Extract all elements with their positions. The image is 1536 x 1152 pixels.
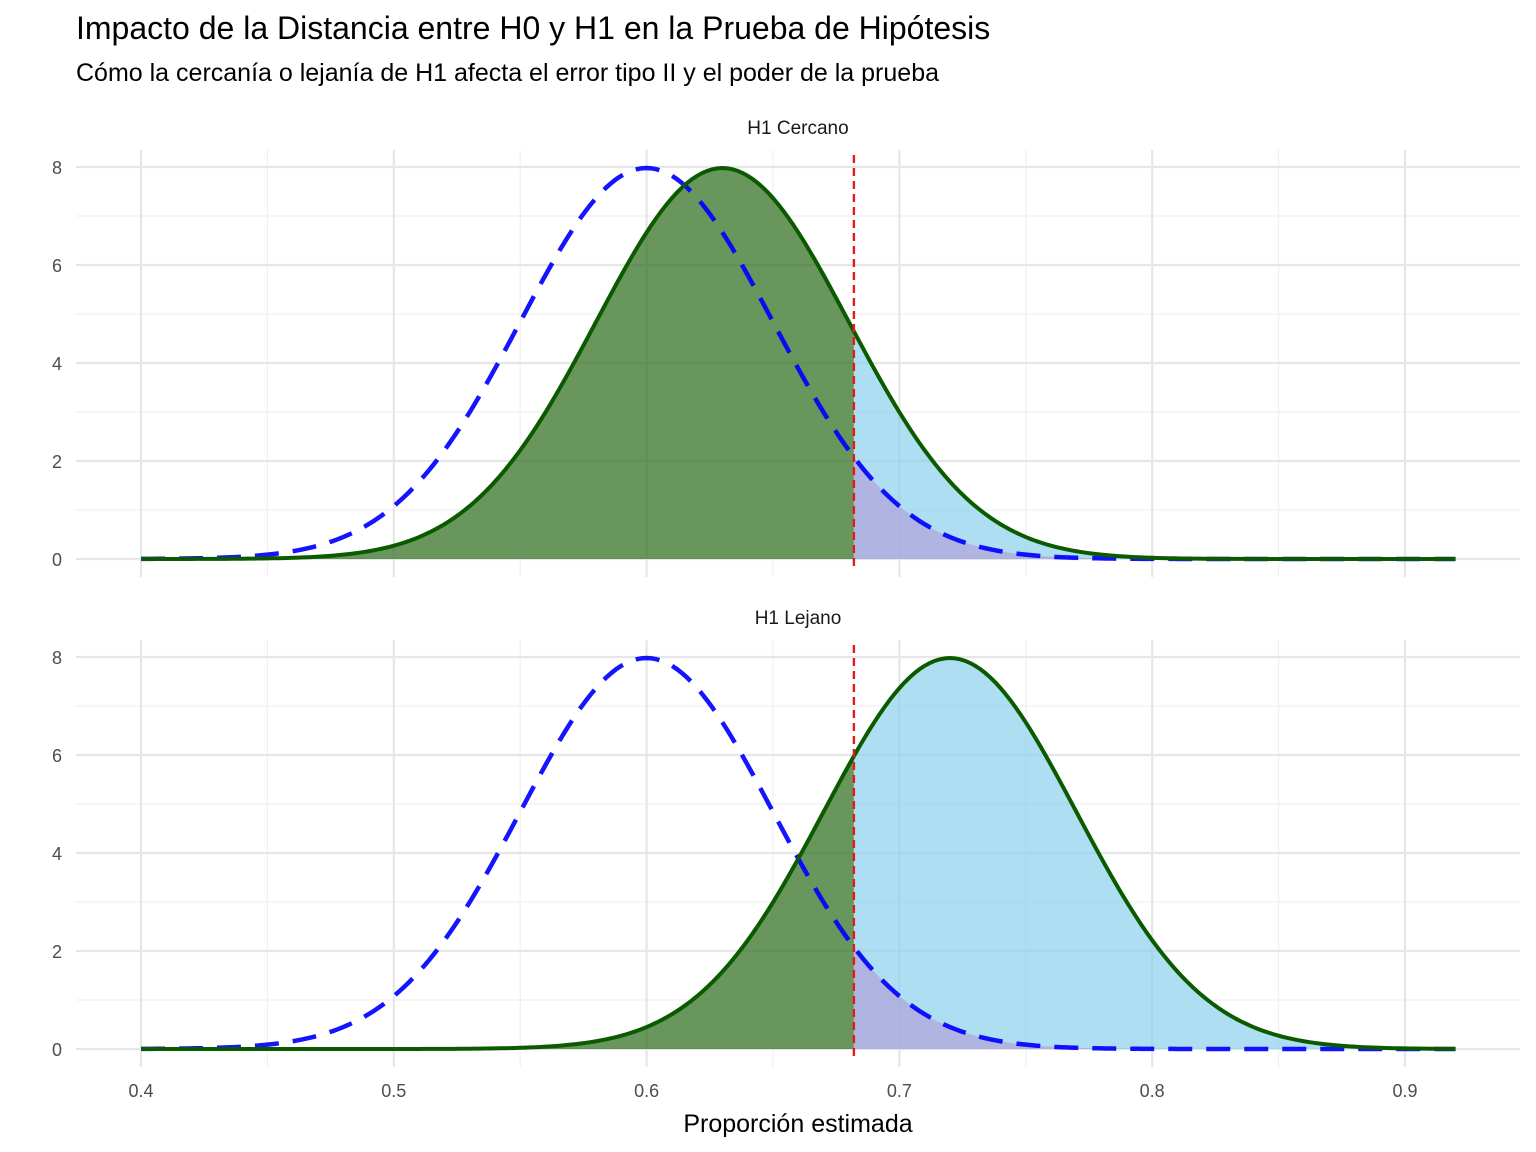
x-tick-label: 0.7 (887, 1081, 912, 1101)
alpha-area (853, 457, 1456, 559)
alpha-area (853, 947, 1456, 1049)
h0-density-line (140, 165, 1456, 562)
y-tick-label: 8 (52, 648, 62, 668)
x-tick-label: 0.4 (128, 1081, 153, 1101)
y-tick-label: 4 (52, 844, 62, 864)
panel-h1-cercano: H1 Cercano 0 2 4 6 8 (52, 118, 1520, 577)
y-tick-label: 8 (52, 158, 62, 178)
beta-area (141, 756, 854, 1049)
facet-label: H1 Cercano (747, 118, 848, 139)
chart-title: Impacto de la Distancia entre H0 y H1 en… (76, 10, 991, 46)
y-tick-label: 6 (52, 746, 62, 766)
h1-density-line (141, 656, 1456, 1051)
y-tick-label: 4 (52, 354, 62, 374)
h1-density-line (141, 166, 1456, 561)
facet-label: H1 Lejano (755, 608, 842, 629)
x-tick-label: 0.5 (381, 1081, 406, 1101)
y-tick-label: 2 (52, 942, 62, 962)
y-tick-label: 6 (52, 256, 62, 276)
power-area (853, 331, 1456, 559)
y-tick-label: 0 (52, 1040, 62, 1060)
power-area (853, 658, 1456, 1049)
beta-area (141, 168, 854, 559)
x-axis-title: Proporción estimada (683, 1110, 912, 1138)
x-tick-label: 0.6 (634, 1081, 659, 1101)
y-tick-label: 2 (52, 452, 62, 472)
y-tick-label: 0 (52, 550, 62, 570)
x-tick-label: 0.9 (1392, 1081, 1417, 1101)
panel-h1-lejano: H1 Lejano 0 2 4 6 8 (52, 608, 1520, 1067)
chart-subtitle: Cómo la cercanía o lejanía de H1 afecta … (76, 59, 940, 87)
x-tick-label: 0.8 (1140, 1081, 1165, 1101)
